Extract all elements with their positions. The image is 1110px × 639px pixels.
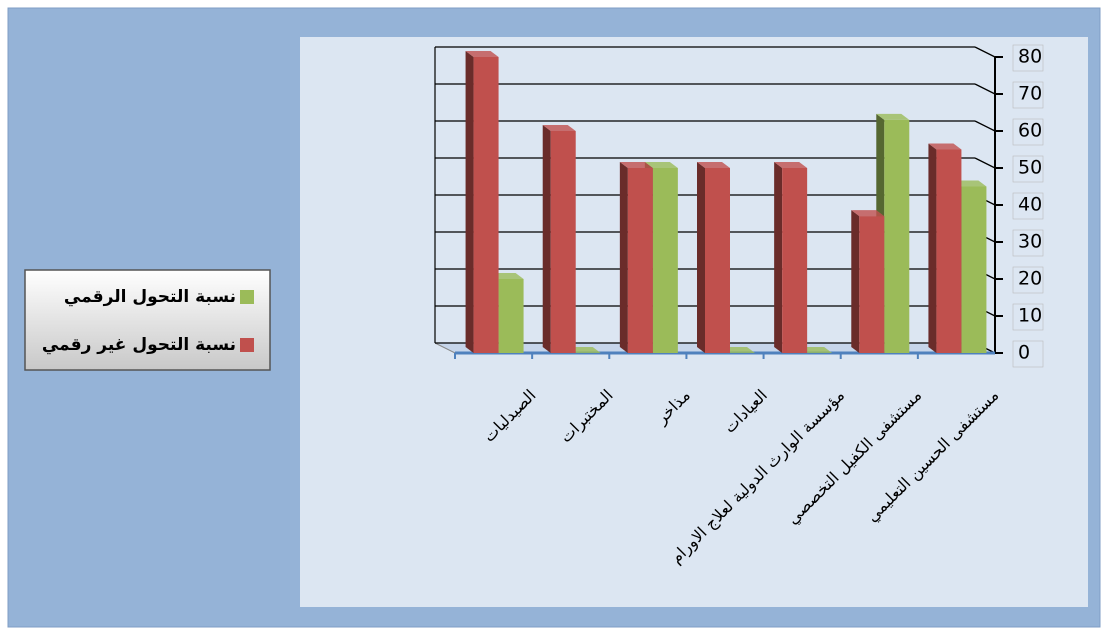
legend-swatch [240, 338, 254, 352]
bar-side [697, 162, 705, 353]
bar [782, 168, 808, 353]
grid-side [974, 157, 996, 169]
bar [498, 279, 524, 353]
grid-side [974, 120, 996, 132]
bar [936, 149, 962, 353]
y-tick-box [1012, 266, 1044, 294]
y-tick-box [1012, 192, 1044, 220]
bar-side [774, 162, 783, 353]
legend-label: نسبة التحول الرقمي [64, 287, 236, 307]
y-tick-box [1012, 44, 1044, 72]
y-tick-label: 10 [1018, 305, 1042, 327]
bar [884, 119, 910, 354]
legend [24, 269, 271, 371]
bar-top [490, 273, 524, 279]
y-tick-box [1012, 81, 1044, 109]
y-tick-label: 60 [1018, 120, 1042, 142]
bar-top [799, 347, 833, 353]
grid-side [974, 46, 996, 58]
y-tick-box [1012, 340, 1044, 368]
bar [961, 186, 987, 353]
bar-top [774, 162, 808, 168]
bar-side [619, 162, 628, 353]
bar-side [928, 143, 937, 353]
bar [473, 57, 499, 353]
y-tick-box [1012, 303, 1044, 331]
bar-top [465, 51, 499, 57]
y-tick-label: 50 [1018, 157, 1042, 179]
y-tick-box [1012, 118, 1044, 146]
bar-top [567, 347, 601, 353]
bar-top [722, 347, 755, 353]
bar-top [851, 210, 885, 217]
legend-swatch [240, 290, 254, 304]
grid-side [974, 83, 996, 95]
y-tick-label: 20 [1018, 268, 1042, 290]
bar-top [644, 162, 678, 168]
bar-top [953, 180, 987, 187]
bar-top [697, 162, 730, 168]
legend-label: نسبة التحول غير رقمي [42, 335, 236, 355]
bar [859, 216, 885, 353]
bar-side [542, 125, 551, 353]
y-tick-label: 0 [1018, 342, 1030, 364]
y-tick-label: 40 [1018, 194, 1042, 216]
y-tick-label: 30 [1018, 231, 1042, 253]
bar-top [876, 113, 910, 120]
bar [652, 168, 678, 353]
bar-side [851, 210, 860, 353]
bar-top [928, 143, 962, 150]
bar [705, 168, 730, 353]
y-tick-box [1012, 229, 1044, 257]
y-tick-label: 70 [1018, 83, 1042, 105]
bar-side [465, 51, 474, 353]
bar [550, 131, 576, 353]
y-tick-label: 80 [1018, 46, 1042, 68]
bar-top [542, 125, 576, 131]
bar [627, 168, 653, 353]
bar-top [619, 162, 653, 168]
y-tick-box [1012, 155, 1044, 183]
